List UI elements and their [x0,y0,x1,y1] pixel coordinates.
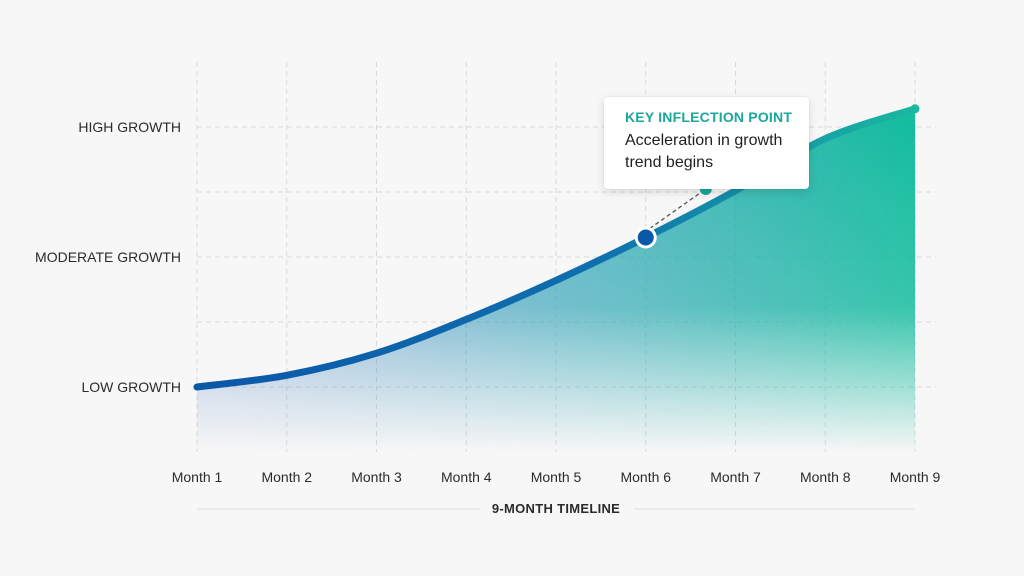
x-tick-label: Month 6 [620,469,671,485]
callout-text: Acceleration in growth trend begins [625,132,783,171]
y-tick-label: HIGH GROWTH [78,119,181,135]
x-tick-label: Month 5 [531,469,582,485]
y-tick-label: MODERATE GROWTH [35,249,181,265]
x-tick-label: Month 1 [172,469,223,485]
y-tick-labels: LOW GROWTH MODERATE GROWTH HIGH GROWTH [35,119,181,395]
x-tick-label: Month 8 [800,469,851,485]
x-tick-labels: Month 1 Month 2 Month 3 Month 4 Month 5 Month… [172,469,941,485]
inflection-point-marker [634,226,657,249]
x-tick-label: Month 3 [351,469,402,485]
callout-leader-line [649,188,707,230]
series-end-point [910,104,920,114]
y-tick-label: LOW GROWTH [81,379,181,395]
callout-title: KEY INFLECTION POINT [625,109,793,125]
x-tick-label: Month 9 [890,469,941,485]
inflection-callout: KEY INFLECTION POINT Acceleration in gro… [604,97,809,189]
x-tick-label: Month 7 [710,469,761,485]
x-tick-label: Month 4 [441,469,492,485]
x-axis-title: 9-MONTH TIMELINE [492,501,620,516]
x-tick-label: Month 2 [261,469,312,485]
